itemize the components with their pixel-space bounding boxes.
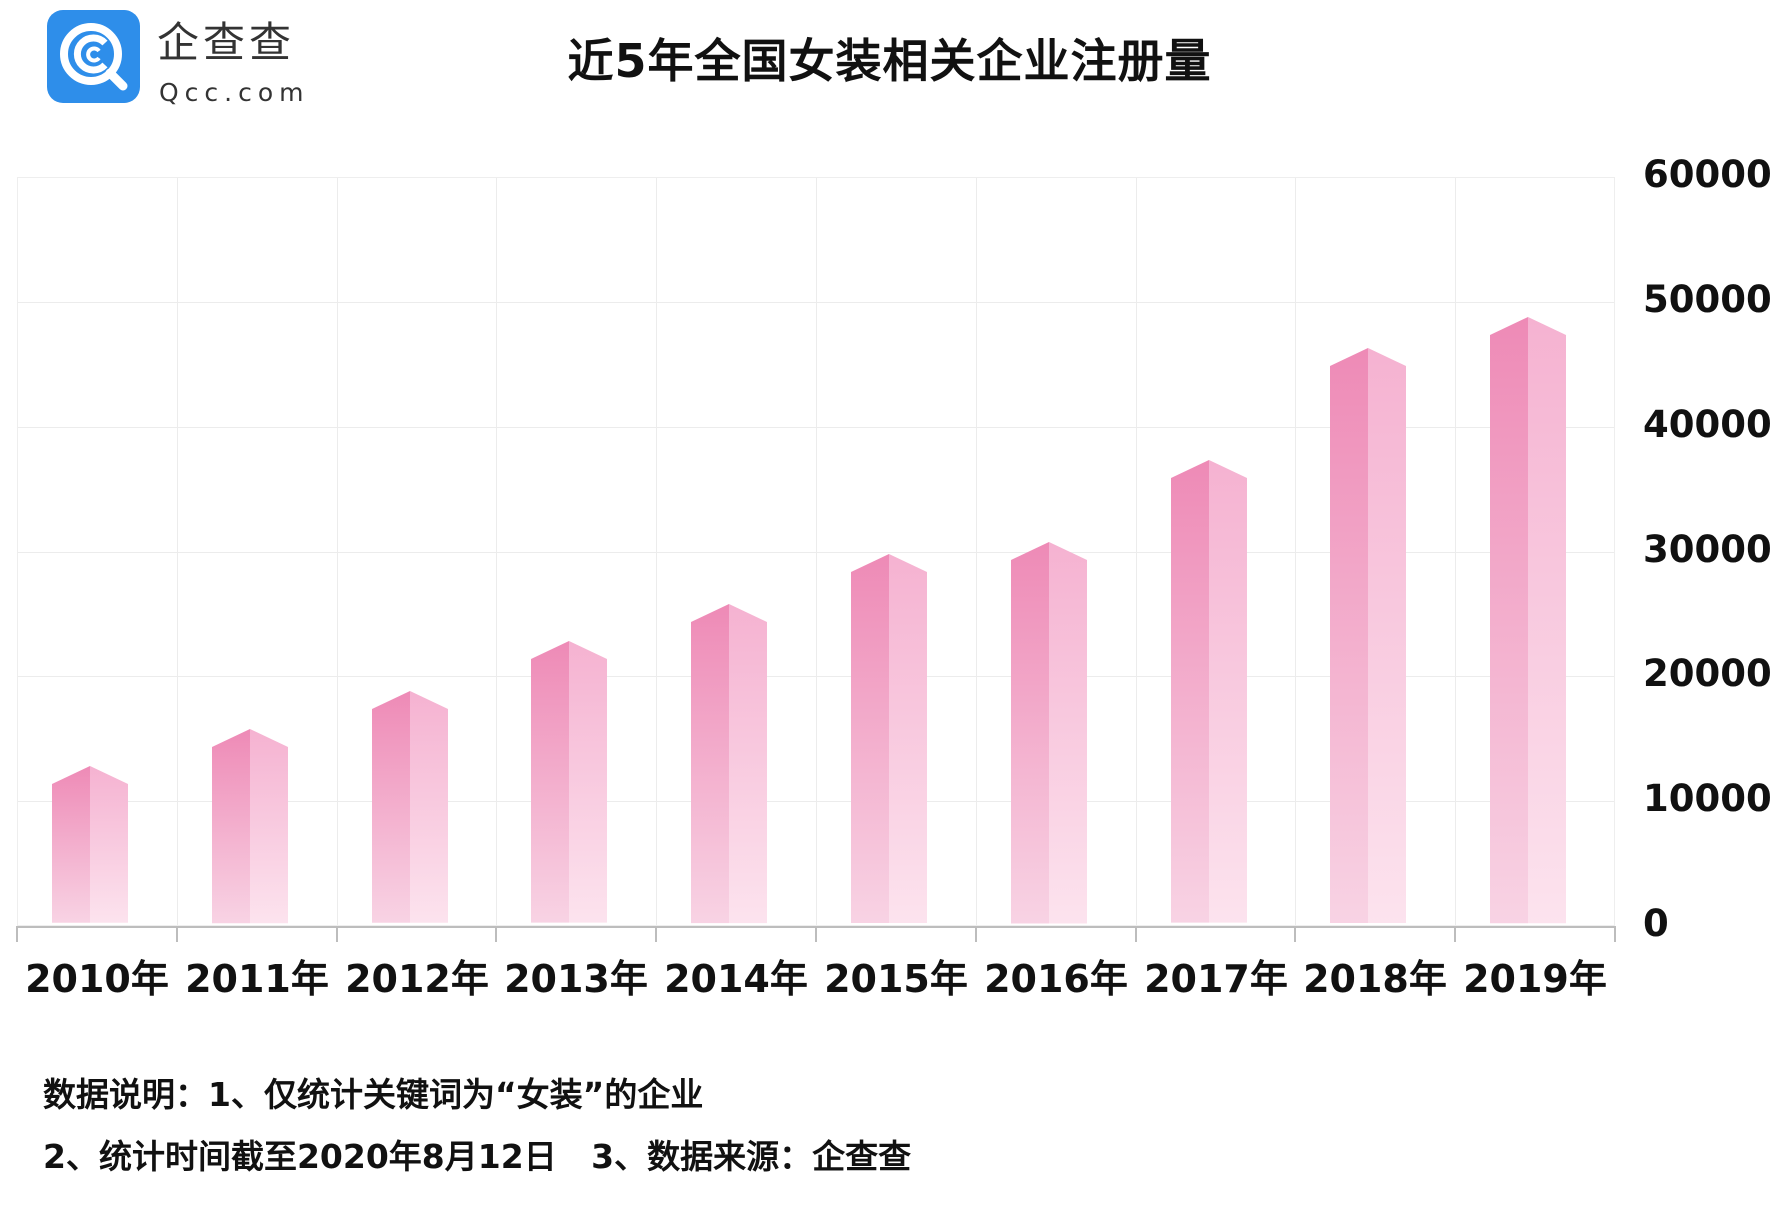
bar-2017年 — [1170, 460, 1247, 923]
x-axis-tick — [1454, 926, 1456, 942]
y-axis-label: 10000 — [1643, 777, 1772, 820]
bar-2016年 — [1010, 541, 1087, 923]
qcc-logo: 企查查 Qcc.com — [47, 10, 327, 107]
footnote-line-2: 2、统计时间截至2020年8月12日 3、数据来源：企查查 — [43, 1137, 912, 1176]
gridline-vertical — [656, 177, 657, 926]
x-axis-label: 2017年 — [1144, 957, 1288, 1001]
x-axis-label: 2012年 — [345, 957, 489, 1001]
plot-border — [17, 177, 1615, 926]
x-axis-label: 2013年 — [504, 957, 648, 1001]
y-axis-label: 20000 — [1643, 652, 1772, 695]
bar-2018年 — [1330, 348, 1407, 923]
gridline-vertical — [1136, 177, 1137, 926]
bar-2011年 — [211, 728, 288, 923]
x-axis-tick — [1294, 926, 1296, 942]
x-axis-tick — [16, 926, 18, 942]
bar-2012年 — [371, 691, 448, 923]
logo-name-en: Qcc.com — [159, 78, 310, 107]
gridline-vertical — [816, 177, 817, 926]
gridline-vertical — [976, 177, 977, 926]
x-axis-label: 2016年 — [984, 957, 1128, 1001]
x-axis-label: 2018年 — [1303, 957, 1447, 1001]
gridline-vertical — [1455, 177, 1456, 926]
y-axis-label: 0 — [1643, 902, 1669, 945]
x-axis-tick — [1614, 926, 1616, 942]
x-axis-tick — [815, 926, 817, 942]
x-axis-label: 2014年 — [664, 957, 808, 1001]
plot-area — [17, 177, 1615, 926]
y-axis-label: 60000 — [1643, 153, 1772, 196]
gridline-vertical — [1295, 177, 1296, 926]
bar-2010年 — [52, 766, 128, 923]
gridline-vertical — [337, 177, 338, 926]
x-axis-label: 2015年 — [824, 957, 968, 1001]
x-axis-label: 2019年 — [1463, 957, 1607, 1001]
bar-2013年 — [531, 641, 608, 923]
bar-2014年 — [691, 603, 768, 923]
bar-2019年 — [1490, 316, 1567, 923]
x-axis-tick — [1135, 926, 1137, 942]
gridline-vertical — [496, 177, 497, 926]
y-axis-label: 30000 — [1643, 528, 1772, 571]
x-axis-label: 2010年 — [25, 957, 169, 1001]
logo-name-cn: 企查查 — [157, 18, 296, 67]
x-axis-tick — [655, 926, 657, 942]
x-axis-tick — [176, 926, 178, 942]
x-axis-label: 2011年 — [185, 957, 329, 1001]
footnote-line-1: 数据说明：1、仅统计关键词为“女装”的企业 — [43, 1075, 704, 1114]
y-axis-label: 50000 — [1643, 278, 1772, 321]
bar-2015年 — [851, 553, 927, 923]
x-axis-tick — [975, 926, 977, 942]
x-axis-tick — [495, 926, 497, 942]
gridline-vertical — [177, 177, 178, 926]
qcc-magnifier-icon — [47, 10, 140, 103]
chart-title: 近5年全国女装相关企业注册量 — [567, 34, 1212, 88]
x-axis-tick — [336, 926, 338, 942]
y-axis-label: 40000 — [1643, 403, 1772, 446]
